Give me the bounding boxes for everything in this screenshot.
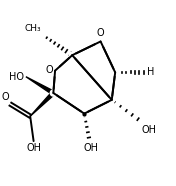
Text: O: O xyxy=(97,28,104,38)
Text: OH: OH xyxy=(84,143,99,153)
Text: O: O xyxy=(46,65,53,75)
Circle shape xyxy=(112,69,118,76)
Text: OH: OH xyxy=(26,143,41,153)
Circle shape xyxy=(109,97,115,103)
Text: CH₃: CH₃ xyxy=(25,24,41,33)
Circle shape xyxy=(50,90,56,96)
Circle shape xyxy=(81,110,87,117)
Circle shape xyxy=(69,52,75,58)
Text: OH: OH xyxy=(142,125,157,135)
Text: H: H xyxy=(147,67,154,77)
Text: O: O xyxy=(2,92,10,102)
Circle shape xyxy=(95,36,106,47)
Polygon shape xyxy=(26,77,54,95)
Text: HO: HO xyxy=(9,72,24,82)
Circle shape xyxy=(50,65,60,76)
Polygon shape xyxy=(30,92,55,116)
